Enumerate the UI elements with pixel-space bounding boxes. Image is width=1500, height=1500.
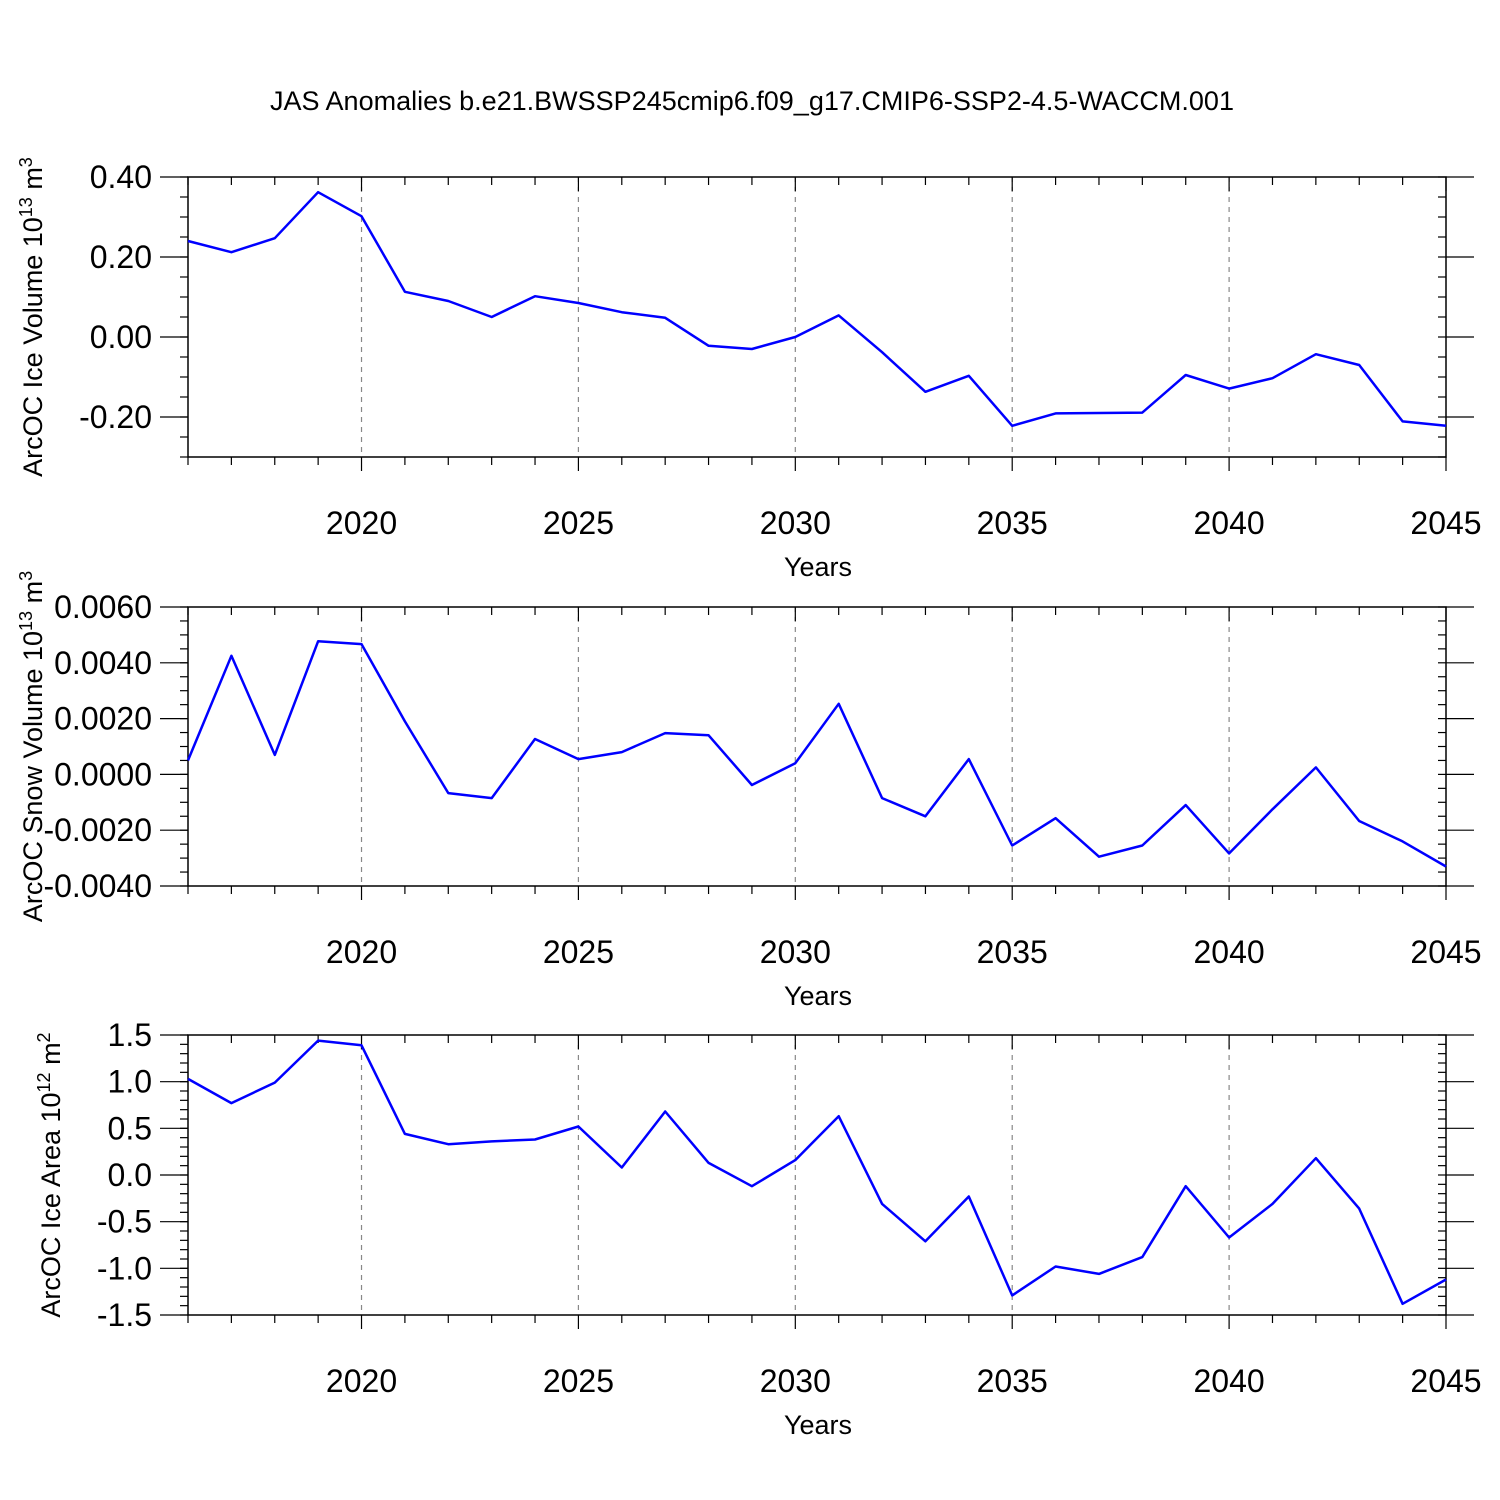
- plot-frame: [187, 1034, 1447, 1316]
- x-tick-label: 2045: [1410, 934, 1481, 970]
- x-tick-label: 2035: [977, 934, 1048, 970]
- x-tick-label: 2045: [1410, 1363, 1481, 1399]
- x-tick-label: 2040: [1194, 1363, 1265, 1399]
- x-tick-label: 2035: [977, 505, 1048, 541]
- y-tick-label: 0.5: [108, 1110, 152, 1146]
- y-axis-label-unit: m: [18, 581, 48, 611]
- x-tick-label: 2035: [977, 1363, 1048, 1399]
- y-tick-label: 0.0060: [54, 589, 152, 625]
- x-tick-label: 2040: [1194, 934, 1265, 970]
- panel-snow-volume: -0.0040 -0.0020 0.0000 0.0020 0.0040 0.0060 20…: [16, 571, 1482, 1011]
- y-tick-label: 0.0000: [54, 756, 152, 792]
- y-axis-label: ArcOC Ice Volume 1013 m3: [16, 157, 48, 477]
- y-tick-label: -0.0040: [43, 868, 152, 904]
- y-axis-label-unit-exponent: 2: [34, 1032, 54, 1042]
- x-tick-label: 2030: [760, 505, 831, 541]
- panel-ice-area: -1.5 -1.0 -0.5 0.0 0.5 1.0 1.5 2020 2025 2030 2035…: [34, 1017, 1482, 1440]
- series-line: [187, 1039, 1447, 1306]
- x-tick-label: 2045: [1410, 505, 1481, 541]
- x-tick-label: 2020: [326, 934, 397, 970]
- y-tick-label: 0.40: [90, 159, 152, 195]
- y-axis-label-unit: m: [36, 1042, 66, 1072]
- x-axis-label: Years: [784, 1410, 852, 1440]
- y-tick-label: -0.20: [79, 399, 152, 435]
- x-tick-label: 2030: [760, 934, 831, 970]
- plot-frame: [187, 176, 1447, 458]
- y-tick-label: -0.5: [97, 1204, 152, 1240]
- x-tick-label: 2040: [1194, 505, 1265, 541]
- y-tick-label: -1.5: [97, 1297, 152, 1333]
- y-axis-label: ArcOC Ice Area 1012 m2: [34, 1032, 66, 1317]
- y-axis-label-exponent: 13: [16, 611, 36, 631]
- y-axis-label-unit-exponent: 3: [16, 157, 36, 167]
- x-tick-label: 2020: [326, 505, 397, 541]
- x-tick-label: 2025: [543, 505, 614, 541]
- y-axis-label-unit: m: [18, 167, 48, 197]
- y-tick-label: -1.0: [97, 1250, 152, 1286]
- x-tick-label: 2020: [326, 1363, 397, 1399]
- x-tick-label: 2030: [760, 1363, 831, 1399]
- x-tick-label: 2025: [543, 1363, 614, 1399]
- y-axis-label: ArcOC Snow Volume 1013 m3: [16, 571, 48, 922]
- figure-title: JAS Anomalies b.e21.BWSSP245cmip6.f09_g1…: [270, 86, 1234, 116]
- y-axis-label-exponent: 12: [34, 1072, 54, 1092]
- y-axis-label-text: ArcOC Ice Volume 10: [18, 217, 48, 477]
- y-axis-label-text: ArcOC Ice Area 10: [36, 1092, 66, 1317]
- y-tick-label: -0.0020: [43, 812, 152, 848]
- y-axis-label-unit-exponent: 3: [16, 571, 36, 581]
- y-axis-label-text: ArcOC Snow Volume 10: [18, 631, 48, 922]
- plot-frame: [187, 606, 1447, 887]
- y-tick-label: 1.0: [108, 1064, 152, 1100]
- y-tick-label: 0.0040: [54, 645, 152, 681]
- y-tick-label: 0.20: [90, 239, 152, 275]
- panel-ice-volume: -0.20 0.00 0.20 0.40 2020 2025 2030 2035 2040 204…: [16, 157, 1482, 582]
- y-tick-label: 0.0020: [54, 701, 152, 737]
- x-tick-label: 2025: [543, 934, 614, 970]
- y-tick-label: 0.00: [90, 319, 152, 355]
- y-axis-label-exponent: 13: [16, 197, 36, 217]
- y-tick-label: 1.5: [108, 1017, 152, 1053]
- x-axis-label: Years: [784, 981, 852, 1011]
- y-tick-label: 0.0: [108, 1157, 152, 1193]
- series-line: [187, 190, 1447, 428]
- x-axis-label: Years: [784, 552, 852, 582]
- series-line: [186, 640, 1447, 868]
